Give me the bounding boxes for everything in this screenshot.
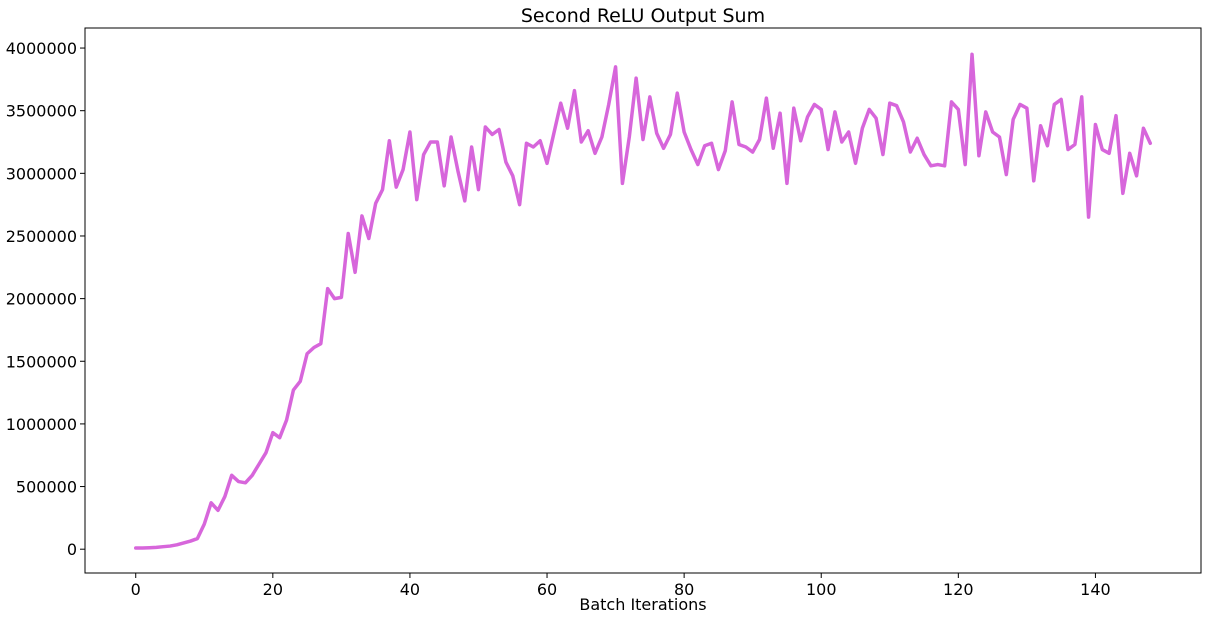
y-tick-label: 1000000 [6,415,77,434]
y-tick-label: 2500000 [6,227,77,246]
x-tick-label: 60 [537,580,557,599]
chart-title: Second ReLU Output Sum [521,5,765,27]
x-tick-label: 100 [806,580,837,599]
y-tick-label: 500000 [16,478,77,497]
x-tick-label: 80 [674,580,694,599]
series-line-0 [133,52,1153,550]
y-tick-label: 3000000 [6,164,77,183]
x-axis-label: Batch Iterations [579,595,706,614]
plot-area: 0 20 40 60 80 100 120 140 0 500000 1000000 1500000 2… [6,27,1202,599]
x-tick-label: 0 [131,580,141,599]
y-tick-label: 4000000 [6,39,77,58]
y-tick-label: 2000000 [6,290,77,309]
plot-frame [84,27,1202,574]
y-tick-label: 3500000 [6,102,77,121]
x-tick-label: 120 [943,580,974,599]
y-tick-label: 1500000 [6,352,77,371]
x-tick-label: 140 [1080,580,1111,599]
y-tick-label: 0 [67,540,77,559]
x-tick-label: 20 [263,580,283,599]
x-tick-label: 40 [400,580,420,599]
